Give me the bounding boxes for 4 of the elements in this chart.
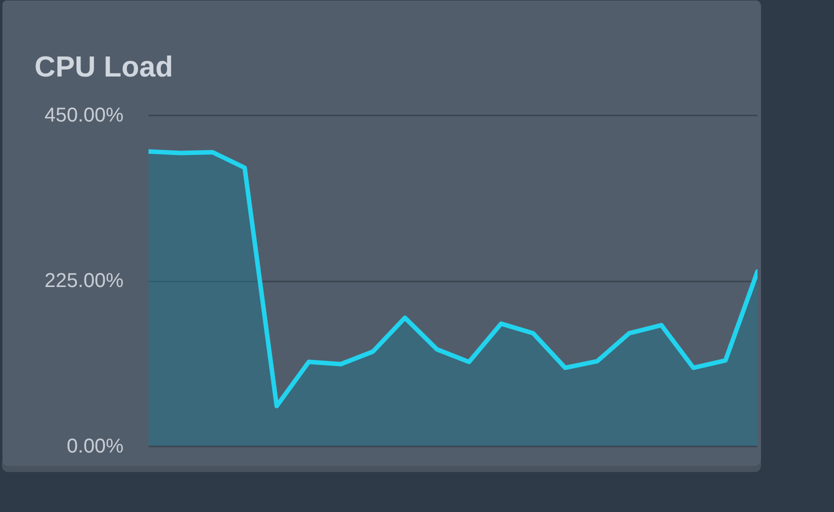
y-tick-label: 0.00% (66, 436, 124, 458)
chart-title: CPU Load (34, 52, 174, 84)
y-tick-label: 450.00% (44, 104, 124, 126)
y-tick-label: 225.00% (44, 270, 124, 292)
